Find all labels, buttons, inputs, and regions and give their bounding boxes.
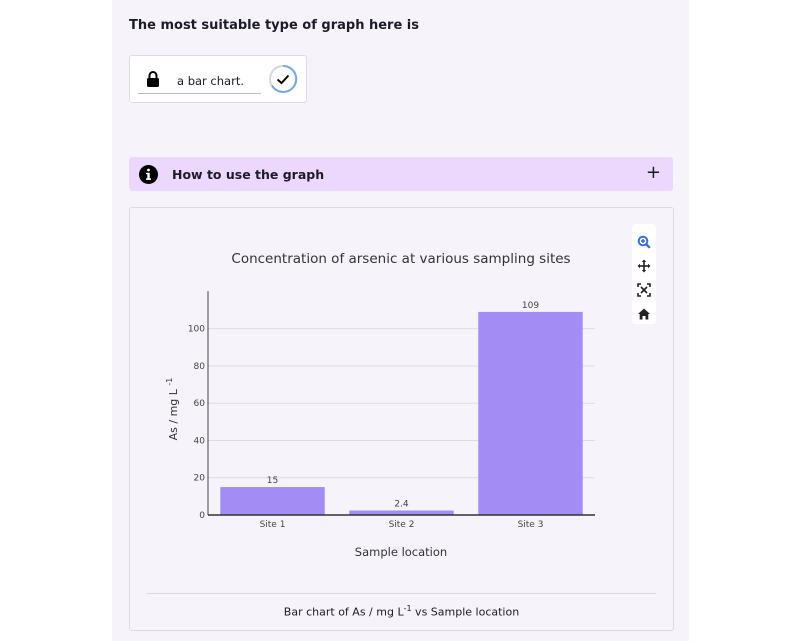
y-tick-label: 0 <box>199 511 205 521</box>
caption-suffix: vs Sample location <box>411 605 520 619</box>
info-icon <box>139 165 158 188</box>
chart-toolbar <box>632 224 656 324</box>
bar <box>478 311 583 515</box>
y-axis-title-sup: -1 <box>165 378 174 386</box>
answer-underline <box>138 93 261 94</box>
x-tick-label: Site 1 <box>260 520 286 530</box>
expand-plus-icon[interactable]: + <box>645 162 661 183</box>
check-circle-icon <box>268 64 298 98</box>
x-axis-title: Sample location <box>355 545 447 559</box>
bar-chart: 0 20 40 60 80 100 15 Site 1 2.4 Site 2 109 Site 3 C… <box>165 251 595 559</box>
answer-text: a bar chart. <box>177 74 244 88</box>
chart-caption: Bar chart of As / mg L-1 vs Sample locat… <box>129 604 674 619</box>
pan-icon[interactable] <box>635 257 653 275</box>
bar-value-label: 15 <box>267 476 278 486</box>
zoom-icon[interactable] <box>635 233 653 251</box>
y-tick-label: 40 <box>194 436 206 446</box>
y-axis-title: As / mg L -1 <box>165 378 180 441</box>
chart-card <box>129 207 674 631</box>
y-tick-label: 60 <box>194 399 206 409</box>
question-text: The most suitable type of graph here is <box>129 18 420 33</box>
y-axis-title-text: As / mg L <box>167 388 180 440</box>
caption-divider <box>146 593 656 594</box>
accordion-title: How to use the graph <box>172 167 325 182</box>
bar-value-label: 109 <box>522 301 539 311</box>
chart-title: Concentration of arsenic at various samp… <box>231 251 570 267</box>
how-to-use-accordion[interactable]: How to use the graph + <box>129 157 673 191</box>
home-icon[interactable] <box>635 305 653 323</box>
y-tick-label: 100 <box>188 325 205 335</box>
x-tick-label: Site 2 <box>389 520 415 530</box>
caption-sup: -1 <box>403 604 412 613</box>
caption-prefix: Bar chart of As / mg L <box>283 605 404 619</box>
bar <box>220 487 325 515</box>
bar <box>349 510 454 515</box>
lock-icon <box>146 71 160 92</box>
bar-value-label: 2.4 <box>394 500 409 510</box>
answer-box: a bar chart. <box>129 55 307 103</box>
y-tick-label: 80 <box>194 362 206 372</box>
y-tick-label: 20 <box>194 474 206 484</box>
x-tick-label: Site 3 <box>518 520 544 530</box>
autoscale-icon[interactable] <box>635 281 653 299</box>
